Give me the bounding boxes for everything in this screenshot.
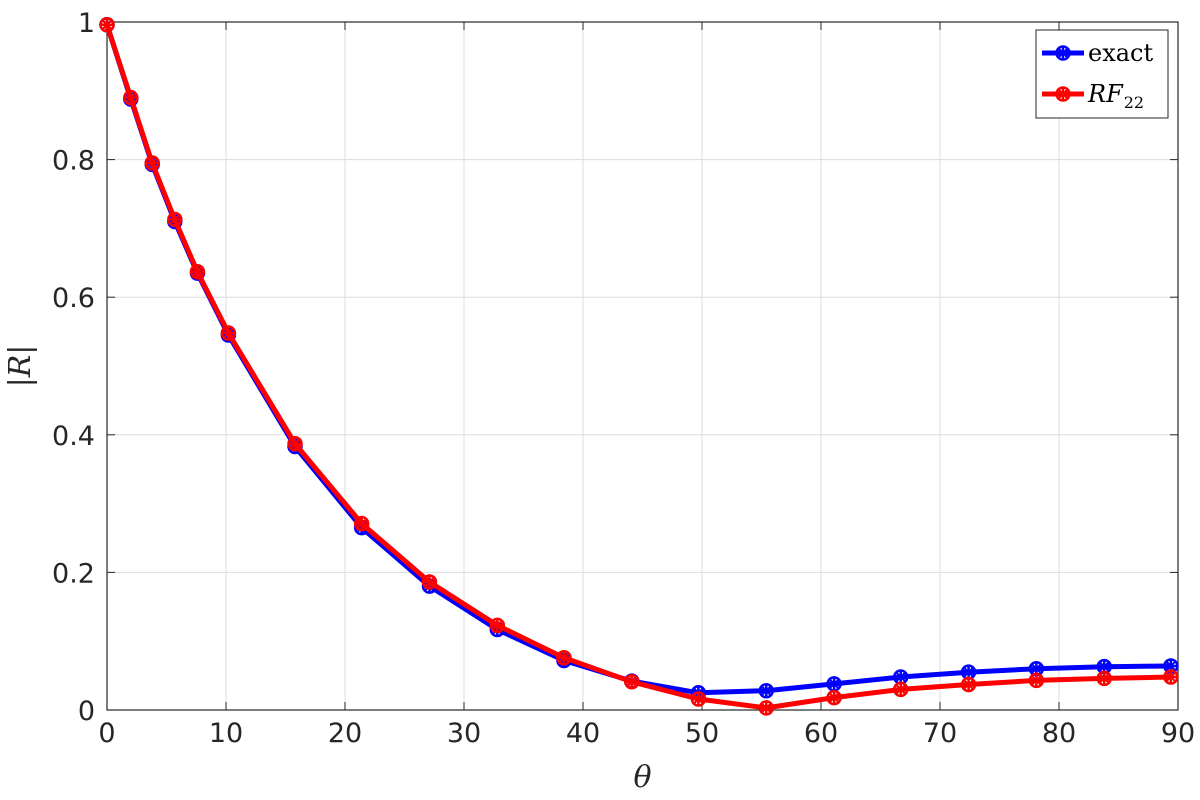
plot-area-frame bbox=[106, 21, 1179, 711]
legend: exact RF 22 bbox=[1035, 29, 1169, 119]
x-tick-label: 0 bbox=[98, 718, 115, 749]
data-point bbox=[892, 681, 909, 698]
y-axis-ticks: 0 0.2 0.4 0.6 0.8 1 bbox=[52, 8, 1178, 727]
x-tick-label: 70 bbox=[923, 718, 957, 749]
data-point bbox=[421, 574, 438, 590]
data-point bbox=[690, 691, 707, 707]
x-tick-label: 50 bbox=[685, 718, 719, 749]
data-point bbox=[624, 674, 640, 690]
x-tick-label: 80 bbox=[1042, 718, 1076, 749]
data-point bbox=[353, 515, 370, 532]
legend-marker bbox=[1055, 45, 1071, 61]
y-tick-label: 1 bbox=[78, 8, 95, 39]
x-axis-ticks: 0 10 20 30 40 50 60 70 80 90 bbox=[98, 22, 1195, 749]
data-point bbox=[1163, 669, 1179, 685]
x-tick-label: 60 bbox=[804, 718, 838, 749]
data-point bbox=[1028, 660, 1045, 677]
legend-box bbox=[1035, 29, 1169, 119]
legend-item: RF 22 bbox=[1042, 80, 1144, 112]
series-line bbox=[104, 24, 1171, 711]
y-tick-label: 0.8 bbox=[52, 146, 95, 177]
data-point bbox=[123, 89, 139, 106]
data-point bbox=[144, 155, 160, 171]
series-layer bbox=[99, 17, 1179, 716]
data-point bbox=[167, 211, 183, 228]
x-tick-label: 40 bbox=[566, 718, 600, 749]
y-tick-label: 0.6 bbox=[52, 283, 95, 314]
y-tick-label: 0.4 bbox=[52, 421, 95, 452]
data-point bbox=[826, 676, 842, 692]
x-tick-label: 30 bbox=[447, 718, 481, 749]
data-point bbox=[287, 435, 303, 452]
x-tick-label: 90 bbox=[1161, 718, 1195, 749]
data-point bbox=[826, 689, 842, 706]
data-point bbox=[220, 325, 237, 341]
x-axis-label: θ bbox=[633, 760, 651, 795]
data-point bbox=[758, 700, 775, 716]
x-tick-label: 10 bbox=[209, 718, 243, 749]
data-point bbox=[1096, 670, 1112, 687]
data-point bbox=[960, 676, 977, 693]
data-point bbox=[1028, 672, 1045, 689]
data-point bbox=[189, 263, 206, 280]
data-point bbox=[99, 17, 115, 33]
x-tick-label: 20 bbox=[328, 718, 362, 749]
y-tick-label: 0 bbox=[78, 696, 95, 727]
data-point bbox=[758, 682, 775, 699]
y-axis-label: |R| bbox=[3, 345, 38, 388]
legend-marker bbox=[1055, 86, 1071, 102]
legend-label: RF bbox=[1087, 80, 1124, 108]
legend-item: exact bbox=[1042, 39, 1153, 67]
legend-label-subscript: 22 bbox=[1124, 93, 1144, 112]
data-point bbox=[556, 649, 572, 666]
y-tick-label: 0.2 bbox=[52, 558, 95, 589]
legend-label: exact bbox=[1088, 39, 1153, 67]
data-point bbox=[489, 617, 506, 634]
series-rf22 bbox=[99, 17, 1179, 716]
